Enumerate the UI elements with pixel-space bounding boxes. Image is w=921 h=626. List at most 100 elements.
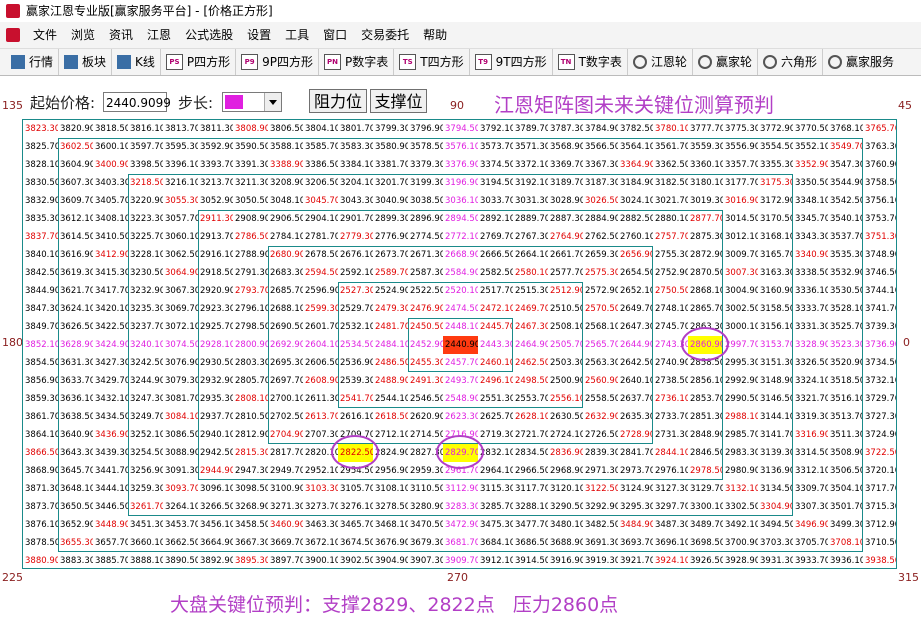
- table-cell: 2659.30: [585, 250, 618, 260]
- table-cell: 3592.90: [200, 142, 233, 152]
- table-cell: 3300.10: [690, 502, 723, 512]
- table-cell: 3408.10: [95, 214, 128, 224]
- table-cell: 3153.70: [760, 340, 793, 350]
- table-cell: 2695.30: [270, 358, 303, 368]
- toolbar-button[interactable]: PS P四方形: [159, 49, 235, 75]
- table-cell: 2594.50: [305, 268, 338, 278]
- table-cell: 3271.30: [270, 502, 303, 512]
- table-cell: 3328.90: [795, 340, 828, 350]
- toolbar-label: 六角形: [780, 54, 817, 69]
- table-cell: 3602.50: [60, 142, 93, 152]
- toolbar-icon: [64, 55, 79, 69]
- table-cell: 2779.30: [340, 232, 373, 242]
- table-cell: 2736.10: [655, 394, 688, 404]
- toolbar-button[interactable]: 板块: [58, 49, 111, 75]
- table-cell: 3014.50: [725, 214, 758, 224]
- menu-item[interactable]: 交易委托: [361, 28, 410, 42]
- table-cell: 2498.50: [515, 376, 548, 386]
- table-cell: 2839.30: [585, 448, 618, 458]
- menu-item[interactable]: 窗口: [323, 28, 348, 42]
- table-cell: 2767.30: [515, 232, 548, 242]
- toolbar-button[interactable]: 六角形: [756, 49, 822, 75]
- table-cell: 3885.70: [95, 556, 128, 566]
- toolbar-icon: [117, 55, 132, 69]
- table-cell: 2637.70: [620, 394, 653, 404]
- table-cell: 3626.50: [60, 322, 93, 332]
- window-title: 赢家江恩专业版[赢家服务平台] - [价格正方形]: [26, 4, 273, 18]
- table-cell: 3105.70: [340, 484, 373, 494]
- table-cell: 2476.90: [410, 304, 443, 314]
- table-cell: 3609.70: [60, 196, 93, 206]
- menu-icon[interactable]: [6, 28, 20, 42]
- table-cell: 3619.30: [60, 268, 93, 278]
- table-cell: 3741.70: [865, 304, 897, 314]
- table-cell: 2709.70: [340, 430, 373, 440]
- step-select[interactable]: [222, 92, 282, 112]
- menu-item[interactable]: 浏览: [71, 28, 96, 42]
- table-cell: 3801.70: [340, 124, 373, 134]
- table-cell: 2484.10: [375, 340, 408, 350]
- toolbar-button[interactable]: T9 9T四方形: [468, 49, 552, 75]
- menu-item[interactable]: 文件: [33, 28, 58, 42]
- table-cell: 2508.10: [550, 322, 583, 332]
- table-cell: 2716.90: [445, 430, 478, 440]
- toolbar-icon: P9: [241, 54, 259, 70]
- table-cell: 3434.50: [95, 412, 128, 422]
- table-cell: 3484.90: [620, 520, 653, 530]
- table-cell: 2995.30: [725, 358, 758, 368]
- table-cell: 3144.10: [760, 412, 793, 422]
- table-cell: 3775.30: [725, 124, 758, 134]
- table-cell: 3607.30: [60, 178, 93, 188]
- table-cell: 3312.10: [795, 466, 828, 476]
- toolbar-button[interactable]: 江恩轮: [626, 49, 692, 75]
- table-cell: 2680.90: [270, 250, 303, 260]
- toolbar-button[interactable]: 行情: [6, 49, 58, 75]
- menu-item[interactable]: 江恩: [147, 28, 172, 42]
- table-cell: 2901.70: [340, 214, 373, 224]
- table-cell: 2877.70: [690, 214, 723, 224]
- table-cell: 3052.90: [200, 196, 233, 206]
- toolbar-button[interactable]: TS T四方形: [393, 49, 468, 75]
- menu-item[interactable]: 设置: [247, 28, 272, 42]
- table-cell: 3924.10: [655, 556, 688, 566]
- table-cell: 2997.70: [725, 340, 758, 350]
- toolbar-button[interactable]: 赢家轮: [691, 49, 757, 75]
- menu-item[interactable]: 工具: [285, 28, 310, 42]
- table-cell: 3033.70: [480, 196, 513, 206]
- table-cell: 3192.10: [515, 178, 548, 188]
- support-button[interactable]: 支撑位: [370, 89, 427, 113]
- table-cell: 2896.90: [410, 214, 443, 224]
- table-cell: 2587.30: [410, 268, 443, 278]
- table-cell: 3847.30: [25, 304, 58, 314]
- table-cell: 2743.30: [655, 340, 688, 350]
- table-cell: 2740.90: [655, 358, 688, 368]
- toolbar-button[interactable]: TN T数字表: [551, 49, 627, 75]
- toolbar-icon: [697, 55, 712, 69]
- table-cell: 2688.10: [270, 304, 303, 314]
- toolbar-icon: PS: [165, 54, 183, 70]
- table-cell: 2882.50: [620, 214, 653, 224]
- menu-item[interactable]: 资讯: [109, 28, 134, 42]
- table-cell: 3259.30: [130, 484, 163, 494]
- table-cell: 3852.10: [25, 340, 58, 350]
- table-cell: 3026.50: [585, 196, 618, 206]
- table-cell: 3249.70: [130, 412, 163, 422]
- table-cell: 3204.10: [340, 178, 373, 188]
- table-cell: 3676.90: [375, 538, 408, 548]
- resistance-button[interactable]: 阻力位: [309, 89, 367, 113]
- menu-item[interactable]: 帮助: [423, 28, 448, 42]
- start-price-input[interactable]: 2440.9099: [103, 92, 171, 112]
- table-cell: 3211.30: [235, 178, 268, 188]
- table-cell: 3585.70: [305, 142, 338, 152]
- table-cell: 2568.10: [585, 322, 618, 332]
- toolbar-button[interactable]: 赢家服务: [821, 49, 899, 75]
- menu-item[interactable]: 公式选股: [185, 28, 234, 42]
- table-cell: 3216.10: [165, 178, 198, 188]
- toolbar-button[interactable]: K线: [111, 49, 160, 75]
- table-cell: 2738.50: [655, 376, 688, 386]
- table-cell: 2678.50: [305, 250, 338, 260]
- toolbar-button[interactable]: P9 9P四方形: [235, 49, 318, 75]
- toolbar-button[interactable]: PN P数字表: [318, 49, 393, 75]
- table-cell: 3612.10: [60, 214, 93, 224]
- table-cell: 3868.90: [25, 466, 58, 476]
